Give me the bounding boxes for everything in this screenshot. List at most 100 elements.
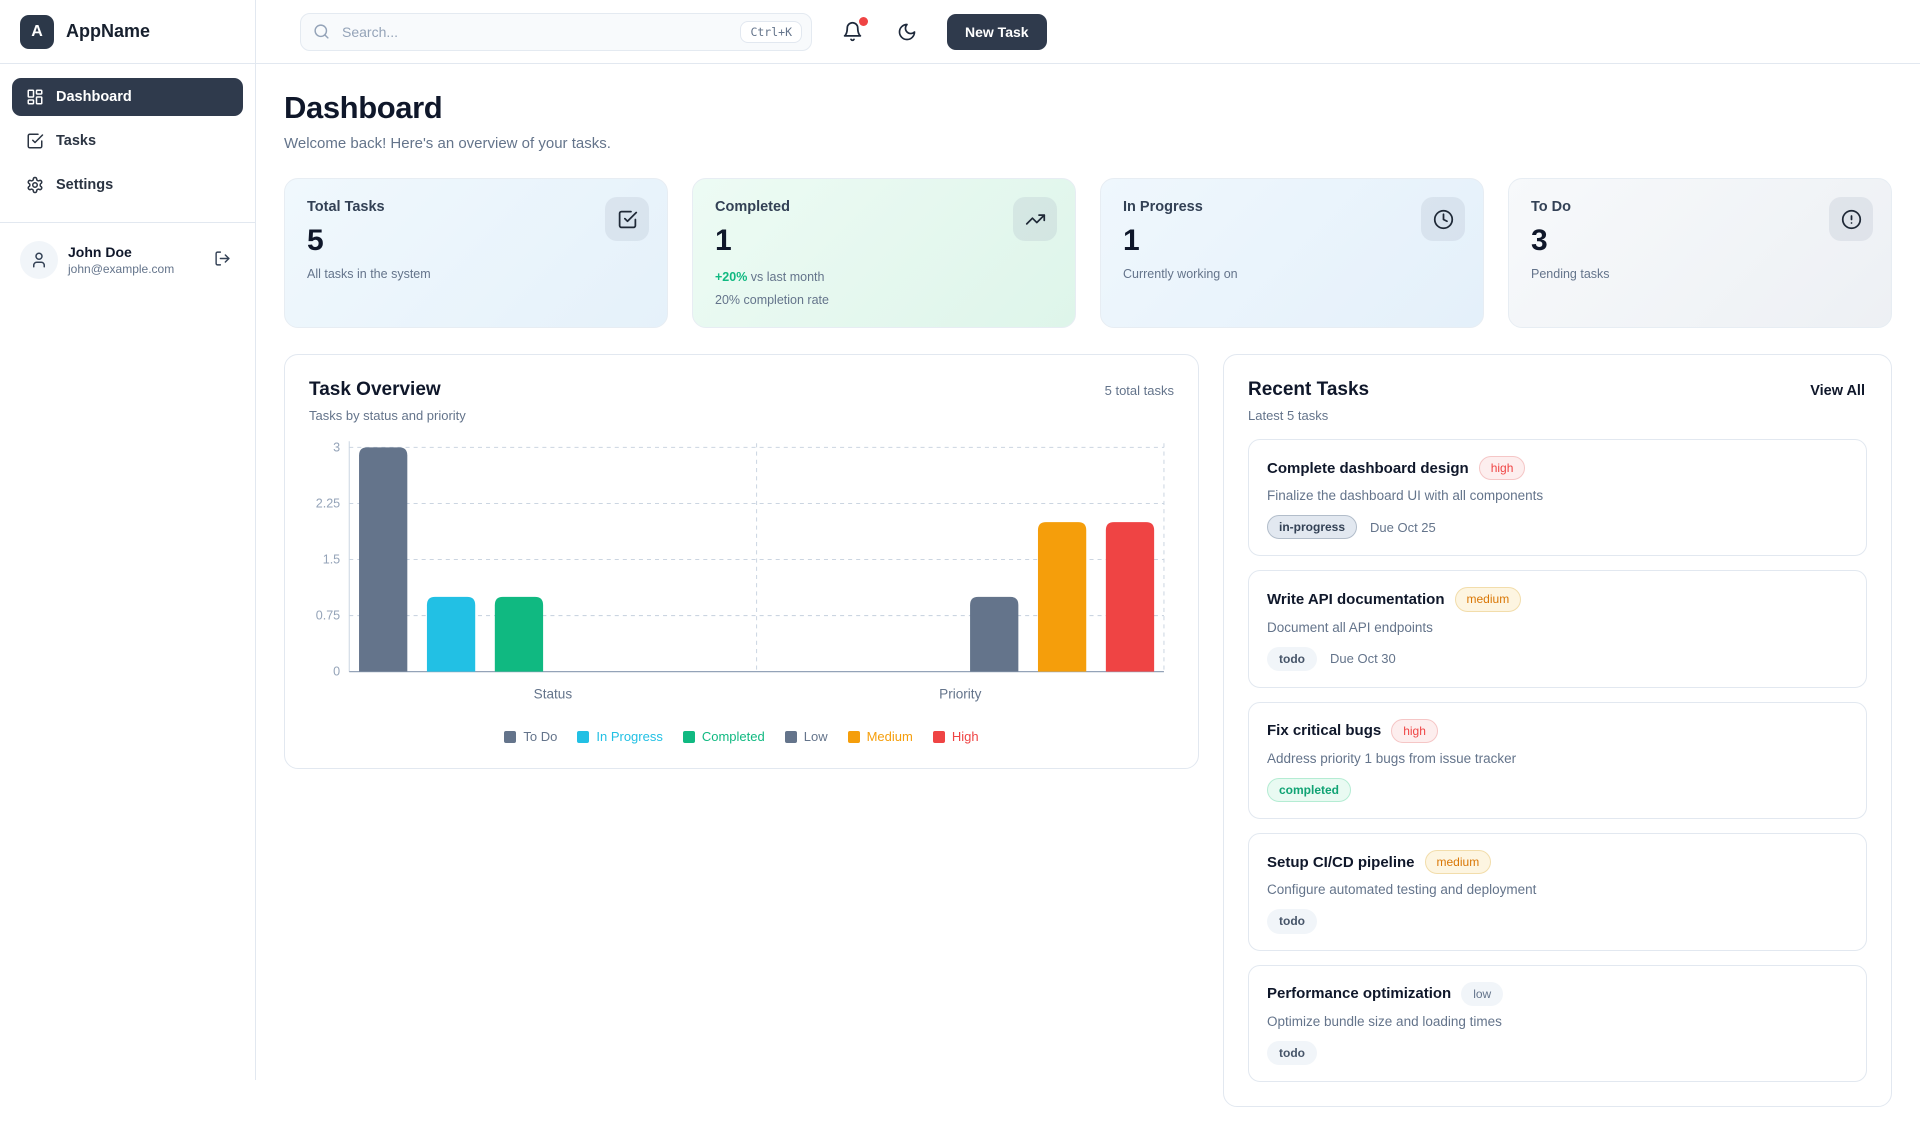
task-overview-card: Task Overview Tasks by status and priori… (284, 354, 1199, 769)
legend-label: Low (803, 729, 828, 744)
legend-item-in-progress: In Progress (577, 729, 663, 744)
task-overview-title: Task Overview (309, 379, 441, 400)
recent-tasks-card: Recent Tasks Latest 5 tasks View All Com… (1223, 354, 1892, 1107)
bell-glyph (843, 21, 862, 42)
avatar (20, 241, 58, 279)
svg-text:Status: Status (534, 686, 573, 701)
task-title: Setup CI/CD pipeline (1267, 853, 1415, 871)
status-badge: todo (1267, 909, 1317, 934)
stat-value: 5 (307, 224, 324, 257)
task-title-row: Fix critical bugs high (1267, 718, 1848, 743)
user-profile: John Doe john@example.com (12, 235, 243, 285)
stat-value: 1 (715, 224, 732, 257)
due-date: Due Oct 25 (1370, 519, 1436, 535)
page-subtitle: Welcome back! Here's an overview of your… (284, 135, 611, 152)
sidebar-item-dashboard[interactable]: Dashboard (12, 78, 243, 116)
stat-subtext: 20% completion rate (715, 293, 829, 307)
task-description: Optimize bundle size and loading times (1267, 1013, 1502, 1029)
bar-medium (1037, 522, 1087, 672)
stat-value: 1 (1123, 224, 1140, 257)
task-description: Document all API endpoints (1267, 619, 1433, 635)
sidebar-item-settings[interactable]: Settings (12, 166, 243, 204)
app-name: AppName (66, 21, 151, 41)
priority-badge: high (1478, 456, 1526, 481)
new-task-button[interactable]: New Task (947, 13, 1047, 50)
task-title-row: Performance optimization low (1267, 981, 1848, 1006)
logout-icon (215, 251, 230, 266)
due-date: Due Oct 30 (1330, 651, 1396, 667)
task-meta: todo Due Oct 30 (1267, 646, 1848, 671)
alert-circle-icon (1841, 209, 1861, 229)
status-badge: todo (1267, 1040, 1317, 1065)
stats-row: Total Tasks 5 All tasks in the system Compl… (284, 178, 1892, 328)
status-badge: todo (1267, 646, 1317, 671)
stat-icon-chip (1829, 197, 1873, 241)
legend-swatch (932, 730, 945, 743)
task-item-fix-critical-bugs[interactable]: Fix critical bugs high Address priority 1 … (1248, 701, 1867, 820)
task-title: Complete dashboard design (1267, 459, 1469, 477)
task-item-performance-optimization[interactable]: Performance optimization low Optimize bund… (1248, 964, 1867, 1082)
notification-dot (859, 17, 868, 26)
legend-swatch (682, 730, 695, 743)
legend-swatch (577, 730, 590, 743)
settings-gear-icon (27, 176, 43, 194)
task-title: Fix critical bugs (1267, 722, 1382, 740)
task-meta: todo (1267, 909, 1848, 934)
bell-icon (842, 21, 863, 42)
svg-text:0.75: 0.75 (316, 608, 340, 623)
search-input[interactable] (340, 22, 731, 41)
task-title-row: Complete dashboard design high (1267, 456, 1848, 481)
check-square-icon (618, 210, 637, 228)
stat-icon-chip (1421, 197, 1465, 241)
sidebar-item-label: Dashboard (56, 89, 132, 105)
sidebar: A AppName Dashboard Tasks Settings John Do… (0, 0, 256, 1080)
user-name: John Doe (68, 244, 132, 260)
logout-button[interactable] (210, 246, 235, 274)
task-item-write-api-documentation[interactable]: Write API documentation medium Document al… (1248, 570, 1867, 688)
task-overview-subtitle: Tasks by status and priority (309, 408, 466, 423)
main-area: Ctrl+K New Task Dashboard Welcome back! … (256, 0, 1920, 1107)
trending-up-icon (1025, 213, 1045, 225)
dashboard-icon (27, 89, 43, 105)
view-all-button[interactable]: View All (1808, 379, 1867, 403)
stat-subtext: Currently working on (1123, 267, 1238, 281)
legend-label: Completed (701, 729, 765, 744)
notifications-button[interactable] (838, 17, 868, 46)
legend-item-completed: Completed (682, 729, 765, 744)
legend-label: Medium (866, 729, 913, 744)
task-title: Write API documentation (1267, 590, 1445, 608)
stat-card-total-tasks: Total Tasks 5 All tasks in the system (284, 178, 668, 328)
legend-label: In Progress (596, 729, 663, 744)
task-meta: completed (1267, 777, 1848, 803)
legend-label: High (951, 729, 979, 744)
priority-badge: medium (1424, 850, 1492, 875)
status-badge: in-progress (1267, 515, 1358, 540)
app-root: A AppName Dashboard Tasks Settings John Do… (0, 0, 1920, 1107)
priority-badge: low (1461, 981, 1504, 1006)
legend-swatch (504, 730, 517, 743)
dark-mode-toggle[interactable] (893, 18, 921, 46)
user-email: john@example.com (68, 262, 175, 276)
dashboard-panels: Task Overview Tasks by status and priori… (284, 354, 1892, 1107)
bar-in-progress (426, 596, 476, 672)
task-item-setup-ci-cd-pipeline[interactable]: Setup CI/CD pipeline medium Configure auto… (1248, 833, 1867, 951)
recent-tasks-subtitle: Latest 5 tasks (1248, 408, 1329, 423)
task-title-row: Setup CI/CD pipeline medium (1267, 850, 1848, 875)
stat-label: Completed (715, 199, 790, 215)
sidebar-item-tasks[interactable]: Tasks (12, 122, 243, 160)
bar-high (1105, 522, 1155, 672)
trend-value: +20% (715, 270, 748, 284)
search-box: Ctrl+K (300, 12, 812, 51)
task-description: Finalize the dashboard UI with all compo… (1267, 488, 1544, 504)
recent-tasks-header: Recent Tasks Latest 5 tasks View All (1248, 379, 1867, 423)
stat-subtext: All tasks in the system (307, 267, 431, 281)
bar-to-do (359, 447, 408, 672)
sidebar-nav: Dashboard Tasks Settings (0, 64, 255, 223)
app-logo-icon: A (20, 14, 54, 49)
stat-icon-chip (605, 197, 649, 241)
page-content: Dashboard Welcome back! Here's an overvi… (256, 64, 1920, 1133)
task-item-complete-dashboard-design[interactable]: Complete dashboard design high Finalize th… (1248, 439, 1867, 557)
svg-text:Priority: Priority (939, 686, 981, 701)
task-description: Configure automated testing and deployme… (1267, 882, 1537, 898)
svg-text:1.5: 1.5 (323, 551, 340, 566)
